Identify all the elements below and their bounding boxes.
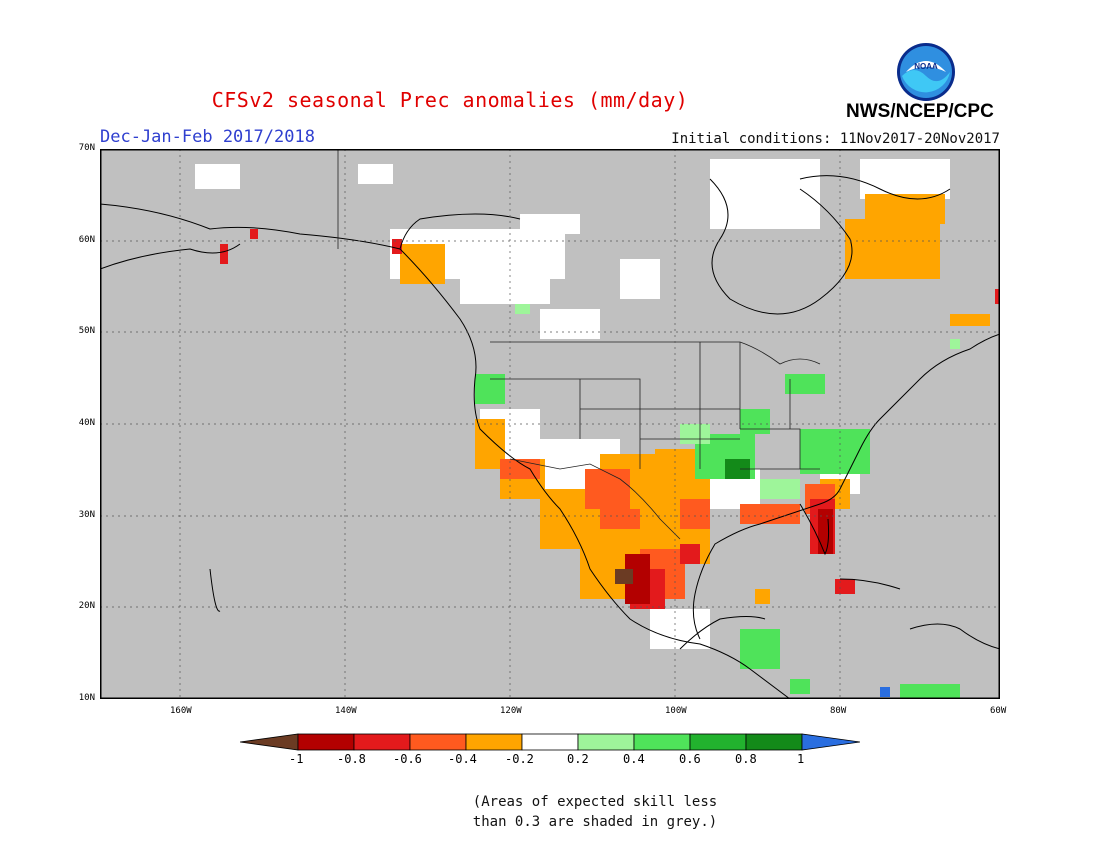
lat-label-40n: 40N [78,418,95,428]
lat-label-10n: 10N [78,693,95,703]
colorbar-segment [745,733,803,751]
colorbar [240,733,860,751]
agency-label: NWS/NCEP/CPC [846,101,994,122]
noaa-logo: NOAA [897,43,955,101]
gulf-atlantic-coastline [692,333,1000,640]
positive-1-region [880,687,890,697]
colorbar-segment [465,733,523,751]
us-canada-border [490,341,821,365]
colorbar-label: -0.6 [393,752,422,766]
lon-label-140w: 140W [335,706,357,716]
colorbar-label: 0.2 [567,752,589,766]
alaska-peninsula [100,243,241,270]
colorbar-arrow-high [801,733,860,751]
colorbar-segment [689,733,747,751]
colorbar-label: 0.8 [735,752,757,766]
pacific-coastline [100,203,791,699]
hawaii [209,568,221,612]
positive-0.8-regions [725,459,750,479]
colorbar-label: -1 [289,752,304,766]
colorbar-segment [633,733,691,751]
initial-conditions-label: Initial conditions: 11Nov2017-20Nov2017 [671,131,1000,147]
colorbar-segment [353,733,411,751]
negative-0.8-1-regions [615,509,833,604]
season-label: Dec-Jan-Feb 2017/2018 [100,127,315,147]
lat-label-50n: 50N [78,326,95,336]
skill-note: (Areas of expected skill less than 0.3 a… [0,792,1100,832]
caribbean-islands [909,623,1000,650]
graticule [100,149,1000,699]
skill-note-line2: than 0.3 are shaded in grey.) [472,814,718,830]
map-frame [100,149,1000,699]
lat-label-30n: 30N [78,510,95,520]
colorbar-label: 0.6 [679,752,701,766]
logo-text: NOAA [914,62,938,71]
colorbar-label: -0.4 [448,752,477,766]
florida-peninsula [799,503,830,556]
colorbar-segment [297,733,355,751]
lat-label-60n: 60N [78,235,95,245]
chart-title: CFSv2 seasonal Prec anomalies (mm/day) [211,88,689,112]
colorbar-arrow-low [240,733,299,751]
cuba [839,578,901,590]
colorbar-segment [577,733,635,751]
precip-anomaly-map [100,149,1000,699]
lon-label-80w: 80W [830,706,847,716]
colorbar-label: 0.4 [623,752,645,766]
hudson-bay [709,178,853,315]
colorbar-segment [409,733,467,751]
us-mexico-border [509,458,681,540]
lat-label-20n: 20N [78,601,95,611]
yucatan [679,616,766,650]
lat-label-70n: 70N [78,143,95,153]
colorbar-label: -0.8 [337,752,366,766]
arctic-islands [799,175,951,200]
state-borders [490,342,820,470]
lon-label-60w: 60W [990,706,1007,716]
lon-label-120w: 120W [500,706,522,716]
alaska-north-coast [399,213,521,250]
coastlines [100,175,1000,699]
lon-label-160w: 160W [170,706,192,716]
colorbar-label: -0.2 [505,752,534,766]
political-borders [337,149,821,540]
skill-note-line1: (Areas of expected skill less [472,794,718,810]
lon-label-100w: 100W [665,706,687,716]
colorbar-segment [521,733,579,751]
colorbar-label: 1 [797,752,805,766]
